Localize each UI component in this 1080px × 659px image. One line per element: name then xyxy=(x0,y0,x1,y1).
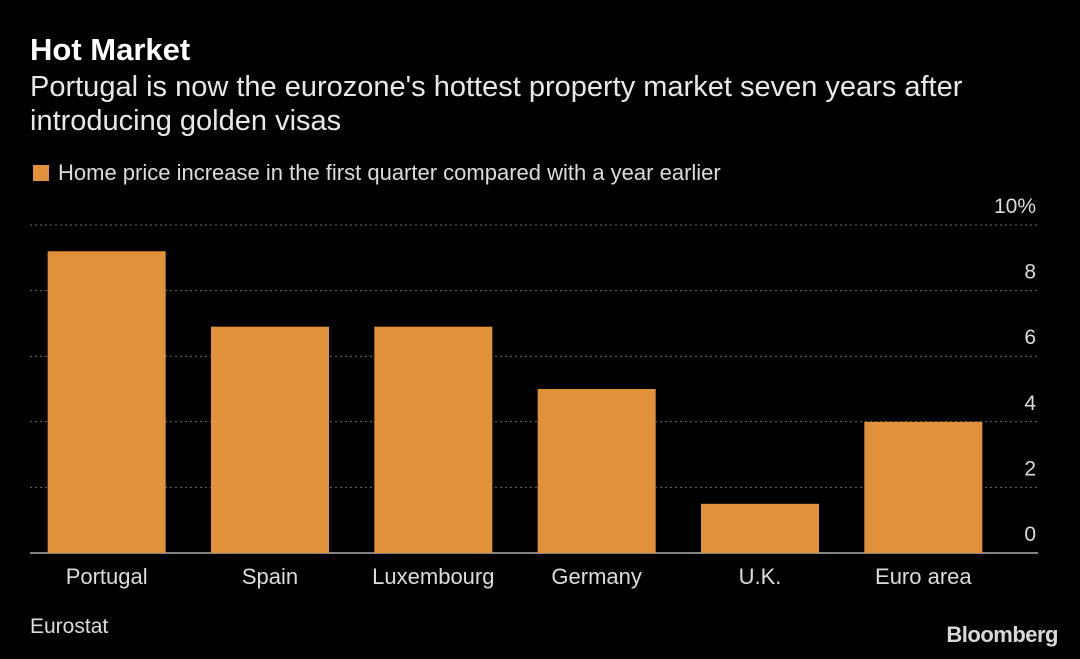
bar xyxy=(47,251,166,554)
bar xyxy=(211,326,329,553)
source-note: Eurostat xyxy=(30,615,109,638)
bar xyxy=(864,421,983,553)
y-tick-label: 4 xyxy=(1024,392,1036,415)
y-tick-label: 6 xyxy=(1024,326,1036,349)
bar xyxy=(701,503,819,553)
bar xyxy=(537,389,656,553)
chart-title: Hot Market xyxy=(30,32,191,67)
bar xyxy=(374,326,493,553)
y-tick-label: 8 xyxy=(1024,261,1036,284)
chart-subtitle: Portugal is now the eurozone's hottest p… xyxy=(30,71,963,137)
x-tick-label: Germany xyxy=(551,564,641,589)
y-tick-label: 2 xyxy=(1024,457,1036,480)
y-tick-label: 0 xyxy=(1024,523,1036,546)
x-tick-label: Euro area xyxy=(875,564,972,589)
brand-logo: Bloomberg xyxy=(946,622,1058,647)
x-tick-label: Luxembourg xyxy=(372,564,494,589)
x-tick-label: Spain xyxy=(242,564,298,589)
x-tick-label: U.K. xyxy=(739,564,782,589)
y-tick-label: 10% xyxy=(994,195,1036,218)
legend-label: Home price increase in the first quarter… xyxy=(58,160,721,185)
x-tick-label: Portugal xyxy=(66,564,148,589)
legend-swatch xyxy=(33,165,49,181)
legend: Home price increase in the first quarter… xyxy=(33,160,721,186)
